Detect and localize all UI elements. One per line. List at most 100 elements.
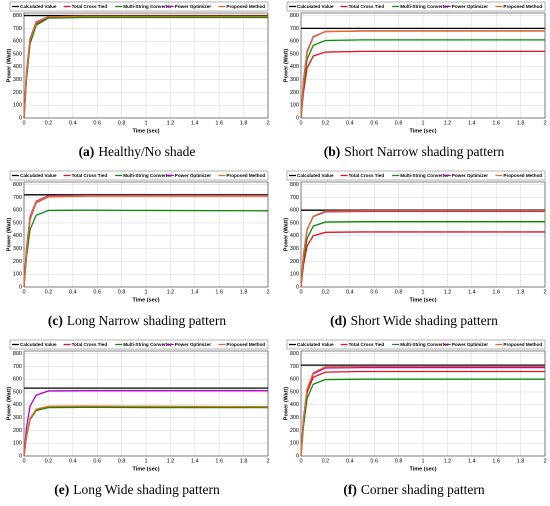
y-tick-label: 0 bbox=[296, 453, 299, 459]
x-tick-label: 0 bbox=[299, 289, 302, 295]
caption-text: Long Narrow shading pattern bbox=[67, 313, 227, 328]
y-tick-label: 200 bbox=[290, 90, 299, 96]
legend-label: Multi-String Converter bbox=[123, 4, 172, 9]
x-tick-label: 1.4 bbox=[191, 120, 199, 126]
plot-frame bbox=[300, 181, 546, 288]
y-tick-label: 700 bbox=[290, 26, 299, 32]
y-tick-label: 300 bbox=[290, 77, 299, 83]
caption: (d) Short Wide shading pattern bbox=[330, 313, 498, 328]
x-tick-label: 1.8 bbox=[517, 120, 525, 126]
x-tick-label: 1.8 bbox=[240, 120, 248, 126]
x-tick-label: 1.2 bbox=[167, 289, 175, 295]
y-tick-label: 0 bbox=[19, 284, 22, 290]
y-tick-label: 700 bbox=[290, 364, 299, 370]
y-tick-label: 700 bbox=[290, 195, 299, 201]
x-tick-label: 0 bbox=[22, 289, 25, 295]
series-line bbox=[300, 378, 545, 457]
x-tick-label: 2 bbox=[266, 458, 269, 464]
y-tick-label: 600 bbox=[13, 39, 22, 45]
chart-panel: 0 100 200 300 400 500 600 700 800 0 0.2 0.4 0.6 0.8 1 1… bbox=[6, 170, 270, 328]
x-tick-label: 1.8 bbox=[240, 289, 248, 295]
x-tick-label: 0.6 bbox=[93, 458, 101, 464]
caption-text: Corner shading pattern bbox=[361, 482, 485, 497]
chart-panel: 0 100 200 300 400 500 600 700 800 0 0.2 0.4 0.6 0.8 1 1… bbox=[6, 339, 270, 497]
x-tick-label: 0.2 bbox=[45, 289, 53, 295]
y-tick-label: 300 bbox=[290, 415, 299, 421]
series-line bbox=[23, 405, 269, 457]
y-tick-label: 400 bbox=[290, 233, 299, 239]
y-tick-label: 600 bbox=[290, 377, 299, 383]
y-tick-label: 800 bbox=[13, 182, 22, 188]
y-tick-label: 800 bbox=[290, 182, 299, 188]
x-tick-label: 2 bbox=[543, 120, 546, 126]
y-tick-label: 800 bbox=[13, 13, 22, 19]
x-tick-label: 0.4 bbox=[346, 289, 354, 295]
series-line bbox=[23, 390, 268, 457]
legend-label: Power Optimizer bbox=[452, 173, 488, 178]
legend-label: Total Cross Tied bbox=[349, 342, 385, 347]
caption: (e) Long Wide shading pattern bbox=[54, 482, 220, 497]
x-tick-label: 1 bbox=[144, 458, 147, 464]
x-tick-label: 1.2 bbox=[444, 289, 452, 295]
y-tick-label: 300 bbox=[13, 246, 22, 252]
x-tick-label: 1 bbox=[421, 458, 424, 464]
x-tick-label: 1.8 bbox=[517, 289, 525, 295]
x-axis-label: Time (sec) bbox=[132, 297, 159, 303]
x-tick-label: 2 bbox=[266, 120, 269, 126]
y-axis-label: Power (Watt) bbox=[6, 387, 12, 421]
x-tick-label: 0.2 bbox=[322, 458, 330, 464]
chart-panel: 0 100 200 300 400 500 600 700 800 0 0.2 0.4 0.6 0.8 1 1… bbox=[283, 339, 547, 497]
y-tick-label: 100 bbox=[290, 441, 299, 447]
y-tick-label: 500 bbox=[290, 220, 299, 226]
legend-label: Multi-String Converter bbox=[400, 173, 449, 178]
x-tick-label: 0.8 bbox=[118, 289, 126, 295]
chart-panel: 0 100 200 300 400 500 600 700 800 0 0.2 0.4 0.6 0.8 1 1… bbox=[283, 1, 547, 159]
series-line bbox=[300, 221, 545, 288]
y-tick-label: 100 bbox=[13, 103, 22, 109]
y-tick-label: 400 bbox=[13, 233, 22, 239]
x-tick-label: 0.4 bbox=[346, 458, 354, 464]
series-line bbox=[23, 15, 268, 119]
y-axis-label: Power (Watt) bbox=[283, 387, 289, 421]
x-tick-label: 0.6 bbox=[93, 120, 101, 126]
legend-label: Proposed Method bbox=[503, 173, 542, 178]
x-tick-label: 0.2 bbox=[45, 458, 53, 464]
x-tick-label: 0 bbox=[299, 120, 302, 126]
caption-text: Short Wide shading pattern bbox=[351, 313, 499, 328]
legend-label: Multi-String Converter bbox=[123, 173, 172, 178]
x-tick-label: 2 bbox=[266, 289, 269, 295]
series-line bbox=[300, 50, 545, 119]
caption-label: (d) bbox=[330, 313, 347, 328]
y-tick-label: 100 bbox=[290, 103, 299, 109]
x-tick-label: 0.6 bbox=[93, 289, 101, 295]
x-tick-label: 0.8 bbox=[395, 458, 403, 464]
x-tick-label: 0.6 bbox=[370, 120, 378, 126]
y-tick-label: 100 bbox=[290, 272, 299, 278]
plot-frame bbox=[300, 12, 546, 119]
y-tick-label: 100 bbox=[13, 441, 22, 447]
y-tick-label: 200 bbox=[290, 428, 299, 434]
y-tick-label: 0 bbox=[296, 284, 299, 290]
y-tick-label: 400 bbox=[13, 64, 22, 70]
legend bbox=[9, 170, 269, 181]
legend-label: Total Cross Tied bbox=[349, 173, 385, 178]
y-tick-label: 0 bbox=[19, 115, 22, 121]
x-axis-label: Time (sec) bbox=[132, 466, 159, 472]
y-tick-label: 600 bbox=[290, 39, 299, 45]
x-tick-label: 1 bbox=[144, 289, 147, 295]
caption: (b) Short Narrow shading pattern bbox=[324, 144, 505, 159]
x-tick-label: 1.6 bbox=[215, 289, 223, 295]
y-tick-label: 400 bbox=[290, 64, 299, 70]
legend-label: Calculated Value bbox=[297, 173, 334, 178]
legend-label: Total Cross Tied bbox=[349, 4, 385, 9]
y-tick-label: 500 bbox=[290, 51, 299, 57]
legend-label: Proposed Method bbox=[226, 342, 265, 347]
legend bbox=[286, 170, 546, 181]
legend bbox=[9, 339, 269, 350]
x-tick-label: 1.6 bbox=[215, 120, 223, 126]
legend-label: Power Optimizer bbox=[452, 342, 488, 347]
y-tick-label: 200 bbox=[290, 259, 299, 265]
caption-text: Healthy/No shade bbox=[98, 144, 195, 159]
x-tick-label: 0.8 bbox=[395, 120, 403, 126]
y-tick-label: 0 bbox=[296, 115, 299, 121]
